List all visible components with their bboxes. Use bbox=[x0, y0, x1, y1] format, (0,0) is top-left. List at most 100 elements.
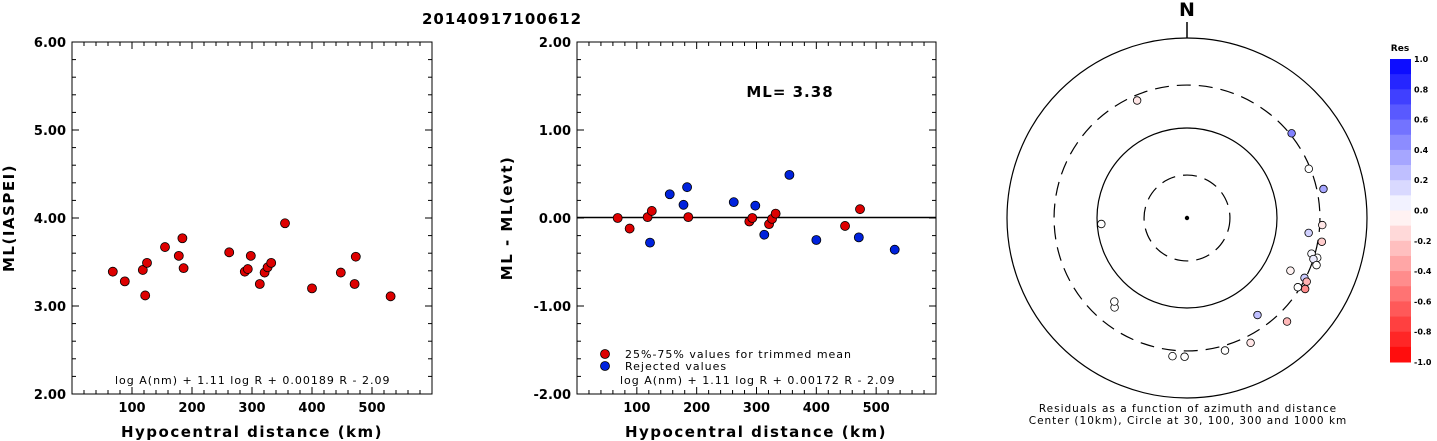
colorbar-segment bbox=[1390, 195, 1411, 211]
legend-marker-trimmed bbox=[600, 349, 610, 359]
legend-label-trimmed: 25%-75% values for trimmed mean bbox=[625, 348, 852, 361]
data-point bbox=[853, 232, 864, 243]
colorbar-tick-label: -0.2 bbox=[1414, 237, 1432, 246]
distance-ring-30km bbox=[1143, 174, 1231, 262]
ml-vs-distance-chart: 2.00 3.00 4.00 5.00 6.00 100 200 300 400 500 log … bbox=[0, 36, 433, 441]
data-point bbox=[160, 242, 170, 252]
station-marker bbox=[1302, 277, 1311, 286]
colorbar-tick-label: -0.4 bbox=[1414, 267, 1432, 276]
colorbar-segment bbox=[1390, 180, 1411, 196]
colorbar-segment bbox=[1390, 119, 1411, 136]
data-point bbox=[335, 267, 346, 278]
station-marker bbox=[1253, 310, 1262, 320]
data-point bbox=[349, 279, 360, 289]
data-point bbox=[759, 229, 770, 240]
map-caption-line-2: Center (10km), Circle at 30, 100, 300 an… bbox=[1029, 415, 1348, 427]
colorbar-segment bbox=[1390, 210, 1411, 227]
colorbar-segment bbox=[1390, 271, 1411, 287]
station-marker bbox=[1282, 317, 1292, 326]
x-tick-label: 200 bbox=[683, 401, 710, 416]
data-point bbox=[784, 169, 795, 180]
data-point bbox=[107, 266, 118, 277]
station-marker bbox=[1293, 283, 1303, 292]
colorbar-segment bbox=[1390, 59, 1411, 75]
y-tick-label: 4.00 bbox=[34, 212, 66, 227]
data-point bbox=[385, 291, 396, 302]
station-marker bbox=[1097, 219, 1106, 229]
data-point bbox=[664, 189, 675, 200]
x-tick-label: 400 bbox=[298, 401, 325, 416]
map-caption-line-1: Residuals as a function of azimuth and d… bbox=[1039, 403, 1337, 415]
data-point bbox=[254, 279, 265, 289]
x-tick-label: 400 bbox=[803, 401, 830, 416]
colorbar-tick-label: 0.8 bbox=[1414, 85, 1429, 94]
data-point bbox=[678, 199, 689, 210]
y-axis-label-1: ML(IASPEI) bbox=[0, 164, 18, 272]
residual-vs-distance-chart: -2.00 -1.00 0.00 1.00 2.00 100 200 300 400 500 ML… bbox=[498, 36, 937, 441]
data-point bbox=[266, 257, 277, 268]
station-marker bbox=[1287, 129, 1296, 138]
north-label: N bbox=[1179, 0, 1195, 21]
data-point bbox=[242, 264, 253, 274]
station-marker bbox=[1317, 237, 1327, 246]
y-tick-label: 5.00 bbox=[34, 124, 66, 139]
data-point bbox=[119, 276, 130, 287]
colorbar-tick-label: 0.4 bbox=[1414, 146, 1429, 155]
data-point bbox=[855, 204, 865, 215]
x-tick-label: 300 bbox=[238, 401, 265, 416]
colorbar-segment bbox=[1390, 316, 1411, 333]
x-tick-label: 500 bbox=[358, 401, 385, 416]
data-point bbox=[645, 237, 655, 248]
data-point bbox=[683, 212, 694, 223]
data-point bbox=[307, 283, 317, 294]
colorbar-segment bbox=[1390, 331, 1411, 348]
y-tick-label: 3.00 bbox=[34, 300, 66, 315]
station-marker bbox=[1304, 228, 1313, 238]
legend-marker-rejected bbox=[600, 361, 610, 371]
y-tick-label: -2.00 bbox=[534, 388, 571, 403]
colorbar-segment bbox=[1390, 286, 1411, 302]
data-point bbox=[624, 223, 635, 234]
station-marker bbox=[1304, 164, 1313, 173]
magnitude-label: ML= 3.38 bbox=[746, 83, 833, 101]
data-point bbox=[245, 250, 256, 261]
x-tick-label: 300 bbox=[743, 401, 770, 416]
colorbar-segment bbox=[1390, 89, 1411, 105]
data-point bbox=[178, 263, 189, 274]
y-tick-label: 0.00 bbox=[539, 212, 571, 227]
data-point bbox=[140, 290, 151, 301]
x-axis-label-2: Hypocentral distance (km) bbox=[625, 423, 887, 441]
data-point bbox=[280, 218, 290, 229]
x-tick-label: 500 bbox=[863, 401, 890, 416]
station-marker bbox=[1318, 220, 1327, 230]
data-point bbox=[177, 233, 188, 244]
data-point bbox=[173, 250, 184, 261]
residual-colorbar: Res 1.0 0.8 0.6 0.4 0.2 0.0 -0.2 -0.4 -0.6 -0.8 -1… bbox=[1390, 44, 1432, 367]
y-tick-label: 2.00 bbox=[34, 388, 66, 403]
data-point bbox=[840, 221, 850, 231]
colorbar-tick-label: 0.2 bbox=[1414, 176, 1428, 185]
x-tick-label: 100 bbox=[118, 401, 145, 416]
station-marker bbox=[1300, 284, 1310, 294]
data-point bbox=[137, 265, 148, 275]
colorbar-segment bbox=[1390, 104, 1411, 121]
colorbar-tick-label: 0.0 bbox=[1414, 207, 1429, 216]
data-point bbox=[750, 200, 761, 211]
distance-ring-100km bbox=[1096, 127, 1278, 309]
data-point bbox=[728, 197, 739, 208]
y-tick-label: 6.00 bbox=[34, 36, 66, 51]
colorbar-tick-label: 1.0 bbox=[1414, 55, 1429, 64]
legend-label-rejected: Rejected values bbox=[625, 360, 727, 373]
data-point bbox=[682, 182, 692, 193]
figure-title: 20140917100612 bbox=[422, 10, 582, 28]
colorbar-segment bbox=[1390, 225, 1411, 242]
x-axis-label-1: Hypocentral distance (km) bbox=[121, 423, 383, 441]
x-tick-label: 200 bbox=[178, 401, 205, 416]
station-marker bbox=[1246, 338, 1255, 348]
data-point bbox=[646, 206, 657, 216]
station-marker bbox=[1110, 297, 1119, 306]
y-tick-label: 1.00 bbox=[539, 124, 571, 139]
data-point bbox=[747, 213, 758, 223]
data-point bbox=[612, 213, 623, 223]
